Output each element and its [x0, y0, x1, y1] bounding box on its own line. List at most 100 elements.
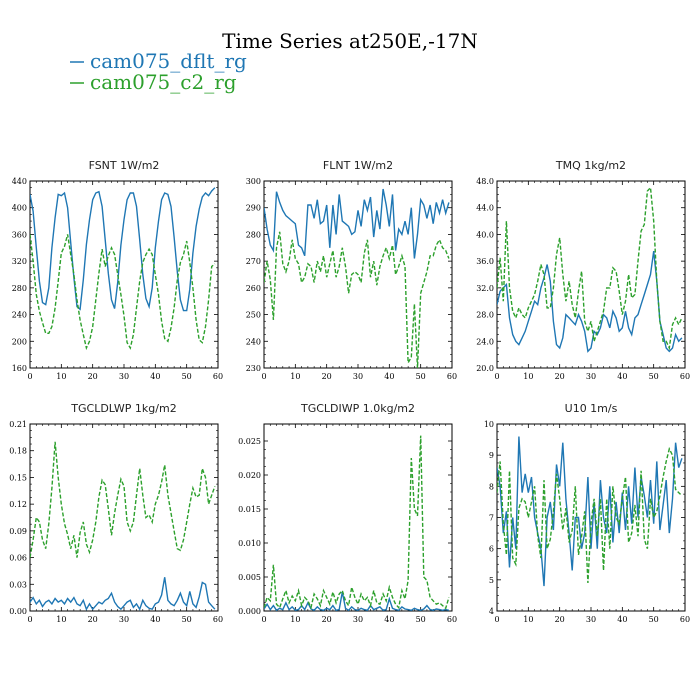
x-tick-label: 50: [416, 372, 426, 381]
x-tick-label: 40: [150, 615, 160, 624]
y-tick-label: 250: [246, 311, 261, 320]
y-tick-label: 20.0: [476, 364, 494, 373]
x-tick-label: 40: [384, 372, 394, 381]
x-tick-label: 10: [523, 615, 533, 624]
x-tick-label: 60: [213, 372, 223, 381]
series-line-c2: [264, 435, 450, 610]
y-tick-label: 0.15: [9, 473, 27, 482]
y-tick-label: 0.03: [9, 580, 27, 589]
x-tick-label: 30: [119, 372, 129, 381]
y-tick-label: 24.0: [476, 337, 494, 346]
y-tick-label: 440: [12, 177, 27, 186]
y-tick-label: 8: [489, 482, 494, 491]
plot-frame: [29, 423, 219, 612]
x-tick-label: 50: [182, 372, 192, 381]
y-tick-label: 280: [12, 284, 27, 293]
y-tick-label: 0.020: [238, 471, 261, 480]
y-tick-label: 280: [246, 230, 261, 239]
x-tick-label: 20: [555, 372, 565, 381]
y-tick-label: 4: [489, 607, 494, 616]
panel-3: TMQ 1kg/m2 0 10 20 30 40 50 60 20.0 24.0 28.0 32.0 3…: [476, 159, 690, 381]
x-tick-label: 10: [290, 615, 300, 624]
y-tick-label: 260: [246, 284, 261, 293]
x-tick-label: 20: [555, 615, 565, 624]
x-tick-label: 60: [447, 615, 457, 624]
x-tick-label: 40: [617, 615, 627, 624]
y-tick-label: 44.0: [476, 204, 494, 213]
panel-5: TGCLDIWP 1.0kg/m2 0 10 20 30 40 50 60 0.000 0.005…: [238, 402, 457, 624]
series-line-dflt: [264, 591, 450, 611]
y-tick-label: 10: [484, 420, 494, 429]
y-tick-label: 360: [12, 230, 27, 239]
y-tick-label: 5: [489, 576, 494, 585]
y-tick-label: 160: [12, 364, 27, 373]
panel-title: FSNT 1W/m2: [89, 159, 160, 172]
y-tick-label: 6: [489, 545, 494, 554]
x-tick-label: 0: [27, 615, 32, 624]
legend: cam075_dflt_rg cam075_c2_rg: [70, 49, 247, 94]
y-tick-label: 36.0: [476, 257, 494, 266]
x-tick-label: 60: [680, 372, 690, 381]
y-tick-label: 0.00: [9, 607, 27, 616]
y-tick-label: 0.12: [9, 500, 27, 509]
y-tick-label: 240: [246, 337, 261, 346]
x-tick-label: 50: [649, 615, 659, 624]
x-tick-label: 10: [290, 372, 300, 381]
y-tick-label: 240: [12, 311, 27, 320]
y-tick-label: 300: [246, 177, 261, 186]
x-tick-label: 40: [617, 372, 627, 381]
y-tick-label: 0.21: [9, 420, 27, 429]
y-tick-label: 200: [12, 337, 27, 346]
y-tick-label: 0.005: [238, 573, 261, 582]
x-tick-label: 30: [586, 372, 596, 381]
series-line-c2: [30, 234, 216, 351]
x-tick-label: 30: [586, 615, 596, 624]
y-tick-label: 40.0: [476, 230, 494, 239]
x-tick-label: 30: [119, 615, 129, 624]
y-tick-label: 0.025: [238, 437, 261, 446]
legend-label-dflt: cam075_dflt_rg: [90, 49, 247, 73]
series-line-c2: [264, 231, 450, 368]
panel-title: FLNT 1W/m2: [323, 159, 393, 172]
series-line-c2: [30, 441, 216, 558]
series-line-dflt: [497, 436, 683, 587]
series-line-dflt: [264, 188, 450, 259]
x-tick-label: 0: [494, 372, 499, 381]
y-tick-label: 0.015: [238, 505, 261, 514]
series-line-c2: [497, 446, 683, 584]
y-tick-label: 7: [489, 514, 494, 523]
x-tick-label: 60: [447, 372, 457, 381]
panel-6: U10 1m/s 0 10 20 30 40 50 60 4 5 6 7 8 9 10: [484, 402, 690, 624]
y-tick-label: 28.0: [476, 311, 494, 320]
legend-entry-dflt: cam075_dflt_rg: [70, 49, 247, 73]
y-tick-label: 400: [12, 204, 27, 213]
panel-title: TGCLDIWP 1.0kg/m2: [300, 402, 415, 415]
panel-title: U10 1m/s: [565, 402, 618, 415]
x-tick-label: 10: [523, 372, 533, 381]
x-tick-label: 40: [150, 372, 160, 381]
x-tick-label: 0: [261, 615, 266, 624]
y-tick-label: 230: [246, 364, 261, 373]
x-tick-label: 20: [322, 372, 332, 381]
x-tick-label: 60: [213, 615, 223, 624]
y-tick-label: 48.0: [476, 177, 494, 186]
figure-title: Time Series at250E,-17N: [222, 29, 478, 53]
y-tick-label: 0.010: [238, 539, 261, 548]
series-line-c2: [497, 186, 683, 351]
x-tick-label: 20: [322, 615, 332, 624]
y-tick-label: 290: [246, 204, 261, 213]
x-tick-label: 30: [353, 372, 363, 381]
y-tick-label: 9: [489, 451, 494, 460]
x-tick-label: 10: [56, 615, 66, 624]
x-tick-label: 0: [261, 372, 266, 381]
panel-title: TMQ 1kg/m2: [555, 159, 626, 172]
legend-entry-c2: cam075_c2_rg: [70, 70, 237, 94]
panels-grid: FSNT 1W/m20 10 20 30 40 50 6016020024028032036…: [9, 159, 690, 624]
panel-title: TGCLDLWP 1kg/m2: [70, 402, 176, 415]
x-tick-label: 10: [56, 372, 66, 381]
series-line-dflt: [30, 187, 216, 312]
y-tick-label: 0.09: [9, 527, 27, 536]
x-tick-label: 50: [649, 372, 659, 381]
x-tick-label: 0: [27, 372, 32, 381]
